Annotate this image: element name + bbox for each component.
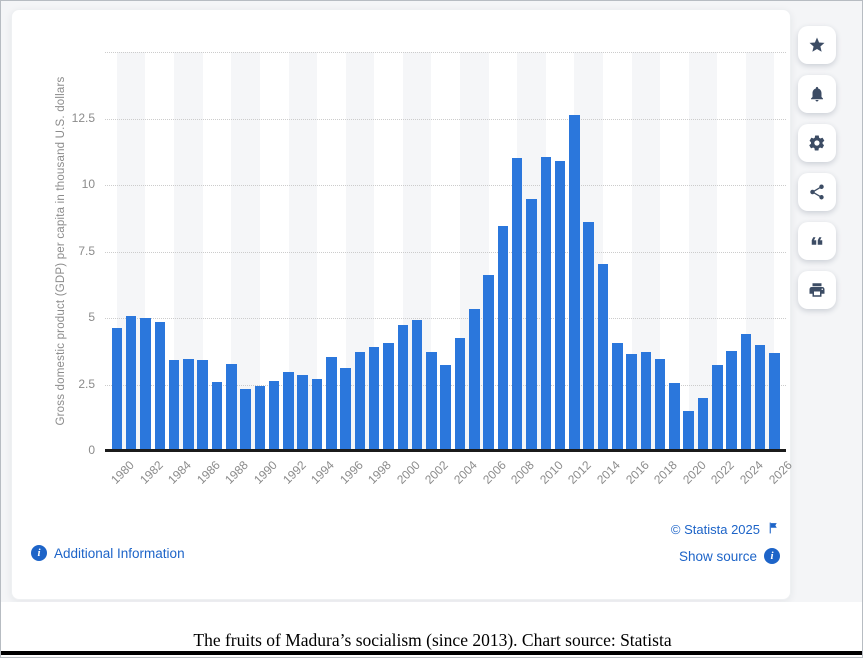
y-tick-label: 5 [88, 310, 95, 324]
gridline [105, 185, 786, 186]
gridline [105, 52, 786, 53]
bar-1983[interactable] [154, 322, 166, 451]
bar-1989[interactable] [240, 388, 251, 451]
bar-1992[interactable] [283, 372, 294, 451]
bar-2015[interactable] [612, 343, 623, 451]
bar-2026[interactable] [769, 352, 780, 451]
bar-1984[interactable] [168, 360, 180, 451]
bar-1998[interactable] [368, 347, 380, 451]
bar-1985[interactable] [183, 359, 194, 451]
y-tick-label: 12.5 [71, 110, 95, 125]
bar-1982[interactable] [140, 318, 151, 451]
bar-1986[interactable] [197, 359, 208, 451]
cite-button[interactable] [798, 222, 836, 260]
x-axis-line [105, 449, 786, 452]
y-tick-label: 2.5 [78, 376, 95, 391]
bar-2016[interactable] [626, 353, 637, 451]
document-background [1, 602, 862, 657]
flag-icon [767, 521, 780, 538]
bell-icon [811, 86, 823, 102]
gridline [105, 251, 786, 253]
bar-chart [105, 52, 786, 451]
bar-1993[interactable] [297, 375, 308, 451]
bar-2006[interactable] [483, 275, 494, 451]
bar-1997[interactable] [354, 351, 366, 451]
bar-2017[interactable] [640, 351, 652, 451]
bar-1990[interactable] [254, 386, 266, 451]
additional-information-label: Additional Information [54, 545, 185, 561]
share-button[interactable] [798, 173, 836, 211]
bar-2010[interactable] [540, 156, 552, 451]
bar-2014[interactable] [597, 264, 609, 451]
bar-2004[interactable] [454, 337, 466, 451]
show-source-label: Show source [678, 548, 757, 564]
gridline [105, 318, 786, 319]
bar-1981[interactable] [125, 316, 137, 451]
bar-2005[interactable] [469, 308, 480, 451]
settings-button[interactable] [798, 124, 836, 162]
y-tick-label: 0 [88, 443, 95, 457]
bar-2002[interactable] [426, 351, 437, 451]
show-source-link[interactable]: Show source i [679, 548, 780, 564]
favorite-button[interactable] [798, 26, 836, 64]
bar-2021[interactable] [697, 398, 709, 451]
bar-2009[interactable] [526, 198, 537, 451]
document-rule [1, 651, 862, 655]
bar-2023[interactable] [726, 351, 737, 451]
info-circle-icon: i [31, 545, 47, 561]
copyright-label: © Statista 2025 [670, 522, 760, 537]
bar-2001[interactable] [411, 320, 423, 451]
print-button[interactable] [798, 271, 836, 309]
statista-copyright-link[interactable]: © Statista 2025 [671, 521, 780, 538]
bar-2024[interactable] [740, 333, 752, 451]
info-circle-icon: i [764, 548, 780, 564]
bar-2020[interactable] [683, 411, 694, 451]
bar-2013[interactable] [583, 221, 594, 451]
bar-2022[interactable] [712, 364, 723, 451]
bar-2003[interactable] [440, 364, 451, 451]
bar-1999[interactable] [383, 343, 394, 451]
y-tick-label: 10 [81, 177, 95, 191]
bar-2000[interactable] [397, 324, 409, 451]
bar-2007[interactable] [497, 226, 509, 451]
bar-1994[interactable] [311, 379, 323, 451]
bar-2008[interactable] [511, 158, 523, 451]
bar-1996[interactable] [340, 367, 351, 451]
gear-icon [809, 135, 825, 151]
star-icon [809, 37, 825, 52]
additional-information-link[interactable]: i Additional Information [31, 545, 185, 561]
toolbar [798, 26, 836, 309]
bar-2019[interactable] [669, 383, 680, 451]
printer-icon [809, 283, 825, 297]
bar-2025[interactable] [754, 345, 766, 451]
gridline [105, 118, 786, 120]
bar-1995[interactable] [326, 356, 337, 451]
bar-1980[interactable] [111, 328, 123, 451]
notifications-button[interactable] [798, 75, 836, 113]
bar-2012[interactable] [569, 115, 580, 451]
bar-2011[interactable] [554, 161, 566, 451]
caption: The fruits of Madura’s socialism (since … [193, 630, 672, 650]
share-icon [810, 184, 824, 200]
bar-1988[interactable] [226, 364, 237, 451]
bar-1987[interactable] [211, 381, 223, 451]
bar-1991[interactable] [268, 380, 280, 451]
bar-2018[interactable] [654, 358, 666, 451]
quote-icon [811, 237, 823, 245]
y-tick-label: 7.5 [78, 243, 95, 258]
